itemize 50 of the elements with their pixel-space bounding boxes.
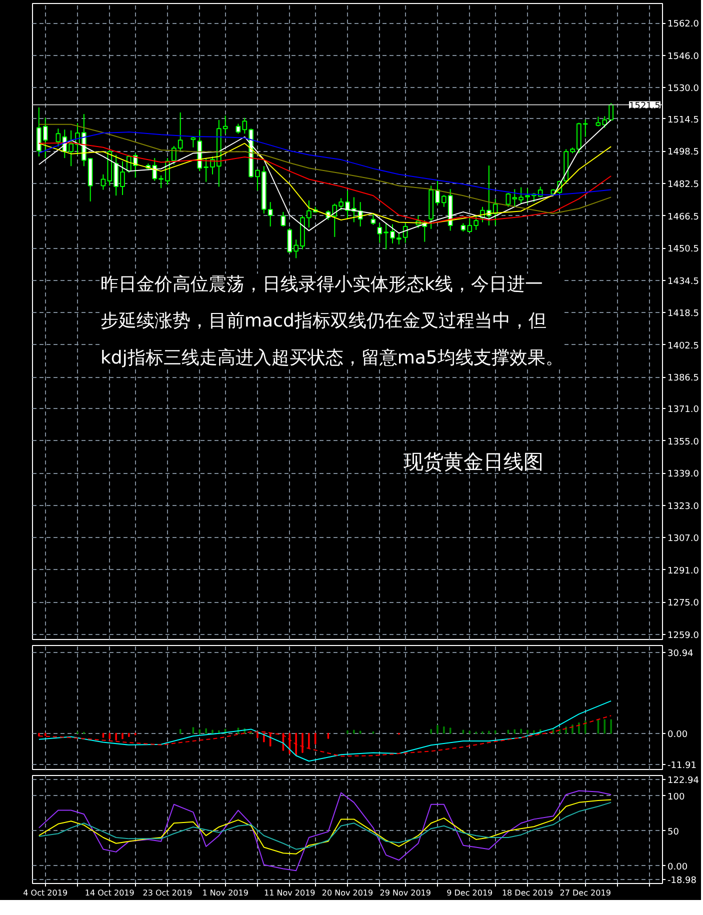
- y-tick-label: 1402.5: [668, 341, 699, 352]
- y-tick-label: 1339.0: [668, 470, 700, 480]
- y-tick-label: 1466.5: [668, 212, 699, 222]
- y-tick-label: -18.98: [668, 876, 697, 886]
- y-tick-label: 122.94: [668, 776, 700, 786]
- x-tick-label: 29 Nov 2019: [380, 888, 431, 898]
- y-tick-label: 30.94: [668, 648, 694, 659]
- candlestick: [370, 213, 376, 226]
- x-tick-label: 1 Nov 2019: [202, 888, 248, 898]
- y-tick-label: 1450.5: [668, 244, 699, 255]
- y-tick-label: 1434.5: [668, 276, 699, 287]
- y-tick-label: 1386.5: [668, 374, 699, 384]
- line-series: [38, 124, 612, 214]
- line-series: [38, 715, 612, 757]
- y-tick-label: 0.00: [668, 862, 688, 872]
- y-tick-label: 1307.0: [668, 534, 700, 544]
- x-tick-label: 27 Dec 2019: [560, 888, 611, 898]
- candlestick: [280, 211, 286, 227]
- y-tick-label: 1546.0: [668, 52, 700, 62]
- y-tick-label: 1259.0: [668, 630, 700, 641]
- x-tick-label: 18 Dec 2019: [502, 888, 554, 898]
- y-tick-label: 50: [668, 827, 680, 838]
- line-series: [38, 790, 612, 872]
- x-tick-label: 4 Oct 2019: [23, 888, 68, 898]
- text: 现货黄金日线图: [404, 449, 544, 474]
- x-tick-label: 14 Oct 2019: [84, 888, 134, 898]
- candlestick: [190, 136, 196, 148]
- y-tick-label: 100: [668, 792, 685, 802]
- y-tick-label: 1418.5: [668, 309, 699, 320]
- y-tick-label: 1371.0: [668, 404, 700, 415]
- y-tick-label: -11.91: [668, 761, 697, 772]
- y-tick-label: 1291.0: [668, 566, 700, 576]
- y-tick-label: 1562.0: [668, 20, 700, 30]
- candlestick: [402, 222, 408, 244]
- ref-line-label: 1521.5: [629, 101, 661, 112]
- y-tick-label: 1498.5: [668, 148, 699, 158]
- x-tick-label: 9 Dec 2019: [446, 888, 493, 898]
- annotation: 昨日金价高位震荡，日线录得小实体形态k线，今日进一步延续涨势，目前macd指标双线仍在金叉过程当中，但kdj指标三线走高进入超买状态，留意ma5均线支撑效果。: [100, 274, 564, 368]
- y-tick-label: 1323.0: [668, 502, 700, 512]
- y-tick-label: 0.00: [668, 730, 688, 740]
- x-tick-label: 20 Nov 2019: [322, 888, 374, 898]
- line-series: [38, 700, 612, 762]
- y-tick-label: 1482.5: [668, 180, 699, 190]
- y-tick-label: 1275.0: [668, 598, 700, 609]
- x-tick-label: 23 Oct 2019: [142, 888, 192, 898]
- y-tick-label: 1355.0: [668, 437, 700, 448]
- y-tick-label: 1514.5: [668, 115, 699, 126]
- y-tick-label: 1530.0: [668, 84, 700, 94]
- x-tick-label: 11 Nov 2019: [264, 888, 316, 898]
- line-series: [38, 132, 612, 196]
